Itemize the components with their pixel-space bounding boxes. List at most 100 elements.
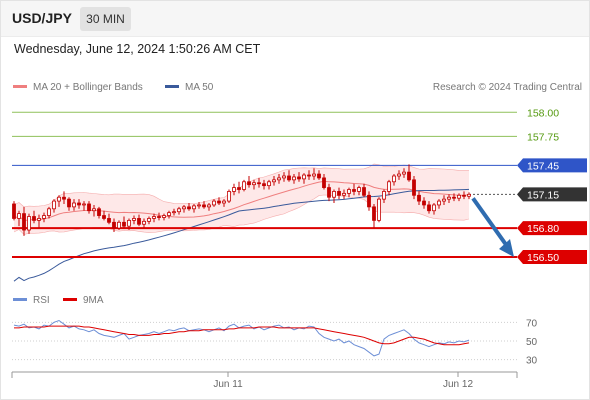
- rsi-ma-line: [14, 325, 470, 346]
- candle: [97, 206, 101, 219]
- candle: [402, 168, 406, 178]
- candle: [82, 201, 86, 211]
- candle: [247, 175, 251, 188]
- candle: [27, 213, 31, 234]
- candle-body: [277, 177, 281, 181]
- candle: [252, 179, 256, 190]
- candle-body: [107, 218, 111, 223]
- candle: [187, 203, 191, 211]
- candle-body: [112, 221, 116, 229]
- candle-body: [267, 181, 271, 187]
- candle-body: [257, 182, 261, 185]
- candle-body: [262, 183, 266, 187]
- candle: [337, 187, 341, 200]
- candle-body: [167, 212, 171, 216]
- candle: [137, 214, 141, 227]
- candle: [257, 177, 261, 188]
- candle: [267, 179, 271, 190]
- candle-body: [182, 206, 186, 210]
- candle-body: [402, 171, 406, 175]
- x-tick-label: Jun 12: [443, 379, 473, 390]
- candle: [347, 187, 351, 198]
- bollinger-band: [14, 163, 469, 235]
- candle-body: [197, 204, 201, 207]
- candle: [367, 191, 371, 211]
- candle-body: [442, 198, 446, 202]
- timeframe-button[interactable]: 30 MIN: [80, 7, 131, 31]
- candle-body: [352, 189, 356, 192]
- candle: [377, 197, 381, 223]
- candle-body: [162, 215, 166, 218]
- candle-body: [412, 179, 416, 196]
- candle: [192, 203, 196, 213]
- candle: [457, 193, 461, 202]
- candle: [127, 218, 131, 231]
- candle-body: [187, 206, 191, 210]
- price-tag-bg: [517, 158, 587, 173]
- candle-body: [137, 218, 141, 225]
- candle-body: [332, 191, 336, 198]
- candle: [447, 194, 451, 204]
- candle-body: [207, 204, 211, 208]
- candle-body: [362, 187, 366, 196]
- candle: [17, 210, 21, 227]
- candle: [152, 213, 156, 223]
- candle-body: [307, 174, 311, 177]
- price-level-tag: 156.50: [517, 250, 587, 265]
- chart-datetime: Wednesday, June 12, 2024 1:50:26 AM CET: [14, 42, 261, 56]
- candle: [397, 170, 401, 180]
- candle: [462, 191, 466, 200]
- candle-body: [232, 187, 236, 192]
- x-tick-label: Jun 11: [213, 379, 243, 390]
- candle-body: [127, 219, 131, 227]
- forecast-arrow-shaft: [471, 197, 509, 248]
- candle: [292, 174, 296, 184]
- candle-body: [152, 216, 156, 219]
- legend-label: 9MA: [83, 295, 104, 306]
- candle: [357, 185, 361, 196]
- candle-body: [82, 203, 86, 206]
- candle: [307, 170, 311, 180]
- candle-body: [222, 200, 226, 204]
- candle: [62, 191, 66, 204]
- candle-body: [12, 203, 16, 219]
- candle: [242, 179, 246, 192]
- candle: [362, 183, 366, 198]
- candle-body: [417, 194, 421, 202]
- candle: [167, 210, 171, 219]
- candle: [407, 164, 411, 182]
- candle-body: [87, 203, 91, 212]
- candle: [467, 192, 471, 200]
- candle: [432, 203, 436, 215]
- candle-body: [422, 200, 426, 206]
- candle-body: [292, 176, 296, 181]
- legend-swatch: [165, 85, 179, 88]
- candle: [452, 193, 456, 202]
- candle-body: [132, 218, 136, 221]
- candle-body: [382, 191, 386, 200]
- chart-header: USD/JPY 30 MIN: [1, 1, 589, 37]
- candle-body: [37, 218, 41, 221]
- candle-body: [97, 208, 101, 216]
- legend-swatch: [13, 85, 27, 88]
- candle-body: [62, 196, 66, 200]
- candle: [157, 212, 161, 221]
- candle-body: [122, 221, 126, 227]
- candle: [207, 203, 211, 211]
- price-tag-bg: [517, 221, 587, 236]
- candle: [317, 170, 321, 180]
- candle: [297, 172, 301, 182]
- candle-body: [217, 200, 221, 204]
- candle: [412, 175, 416, 200]
- candle-body: [367, 194, 371, 208]
- candle: [332, 189, 336, 204]
- candle-body: [447, 196, 451, 200]
- candle-body: [252, 182, 256, 186]
- candle-body: [432, 204, 436, 212]
- rsi-tick-label: 70: [526, 318, 538, 329]
- candle-body: [42, 215, 46, 219]
- candle-body: [227, 191, 231, 202]
- candle: [107, 213, 111, 225]
- candle: [387, 179, 391, 196]
- candle: [67, 197, 71, 211]
